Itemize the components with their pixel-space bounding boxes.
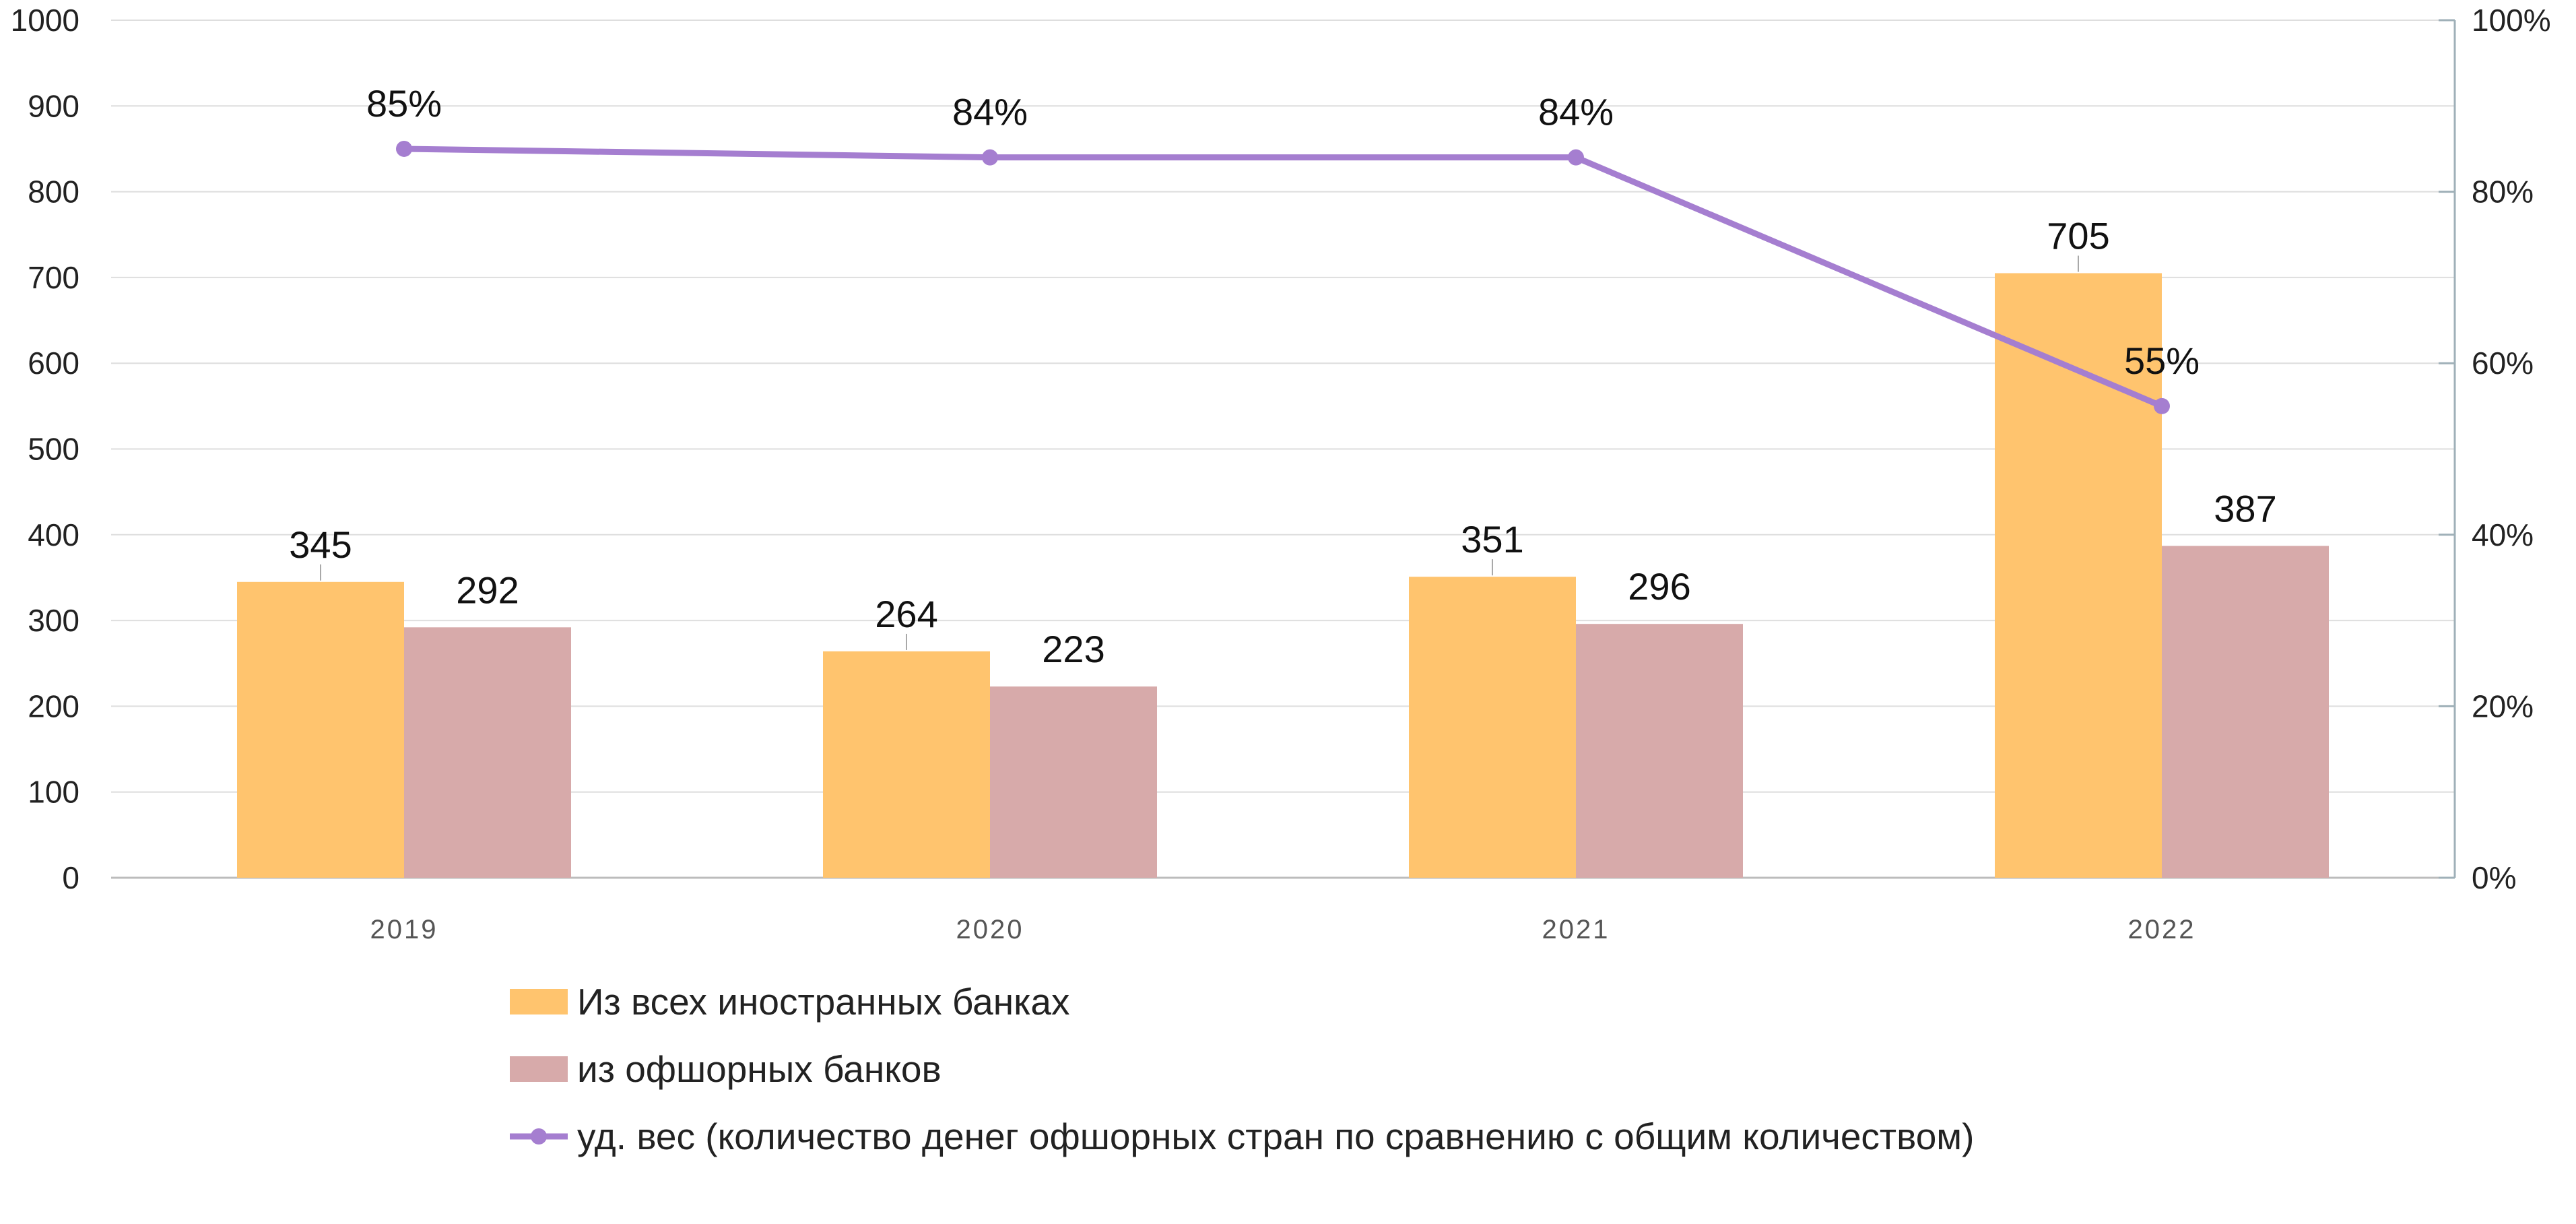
y2-tick-label: 40% bbox=[2472, 517, 2534, 552]
bar bbox=[404, 627, 571, 878]
bar-data-label: 223 bbox=[1042, 628, 1104, 670]
bar-data-label: 351 bbox=[1461, 518, 1523, 560]
y-axis-right: 0% 20% 40% 60% 80% 100% bbox=[2439, 3, 2551, 895]
bar-data-label: 387 bbox=[2214, 487, 2276, 529]
legend-label: из офшорных банков bbox=[577, 1048, 942, 1090]
bar bbox=[237, 581, 404, 878]
bar-data-label: 345 bbox=[289, 523, 352, 566]
x-axis: 2019 2020 2021 2022 bbox=[370, 915, 2196, 944]
x-tick-label: 2019 bbox=[370, 915, 438, 944]
line-data-label: 84% bbox=[952, 91, 1028, 133]
bar-data-label: 705 bbox=[2047, 215, 2109, 257]
y-tick-label: 300 bbox=[28, 603, 79, 638]
x-tick-label: 2022 bbox=[2128, 915, 2196, 944]
series-line bbox=[403, 146, 2163, 409]
bar-data-label: 264 bbox=[875, 593, 937, 635]
y-tick-label: 1000 bbox=[11, 3, 79, 38]
y-tick-label: 500 bbox=[28, 432, 79, 467]
line-data-label: 85% bbox=[366, 82, 442, 125]
y2-tick-label: 60% bbox=[2472, 346, 2534, 381]
data-labels: 345 264 351 705 292 223 296 387 85% 84% 84% 55% bbox=[289, 82, 2276, 670]
y2-tick-label: 0% bbox=[2472, 860, 2516, 895]
bar bbox=[1409, 577, 1576, 878]
y2-tick-label: 80% bbox=[2472, 174, 2534, 210]
y-tick-label: 400 bbox=[28, 517, 79, 552]
bar bbox=[2162, 546, 2329, 878]
y-tick-label: 0 bbox=[62, 860, 79, 895]
line-data-label: 84% bbox=[1538, 91, 1614, 133]
legend-label: уд. вес (количество денег офшорных стран… bbox=[577, 1116, 1974, 1157]
y-tick-label: 900 bbox=[28, 88, 79, 123]
line-data-label: 55% bbox=[2124, 340, 2200, 382]
line-point bbox=[1568, 149, 1584, 166]
legend-label: Из всех иностранных банках bbox=[577, 981, 1069, 1023]
y-tick-label: 200 bbox=[28, 688, 79, 723]
bar-data-label: 292 bbox=[456, 569, 519, 611]
y-axis-left: 0 100 200 300 400 500 600 700 800 900 1000 bbox=[11, 3, 79, 895]
legend-marker bbox=[531, 1128, 547, 1145]
line-point bbox=[982, 149, 998, 166]
line-point bbox=[396, 140, 412, 157]
y2-tick-label: 100% bbox=[2472, 3, 2551, 38]
bar-data-label: 296 bbox=[1628, 565, 1690, 608]
legend: Из всех иностранных банках из офшорных ба… bbox=[510, 981, 1974, 1157]
bar bbox=[1576, 624, 1743, 878]
bar bbox=[990, 686, 1157, 878]
y-tick-label: 800 bbox=[28, 174, 79, 210]
y-tick-label: 700 bbox=[28, 260, 79, 295]
y-tick-label: 600 bbox=[28, 346, 79, 381]
line-series bbox=[396, 140, 2170, 414]
bar-series bbox=[237, 273, 2329, 878]
bar bbox=[823, 651, 990, 878]
y-tick-label: 100 bbox=[28, 775, 79, 810]
legend-swatch bbox=[510, 989, 568, 1014]
x-tick-label: 2021 bbox=[1542, 915, 1610, 944]
legend-swatch bbox=[510, 1056, 568, 1082]
x-tick-label: 2020 bbox=[956, 915, 1024, 944]
line-point bbox=[2154, 397, 2170, 414]
y2-tick-label: 20% bbox=[2472, 688, 2534, 723]
